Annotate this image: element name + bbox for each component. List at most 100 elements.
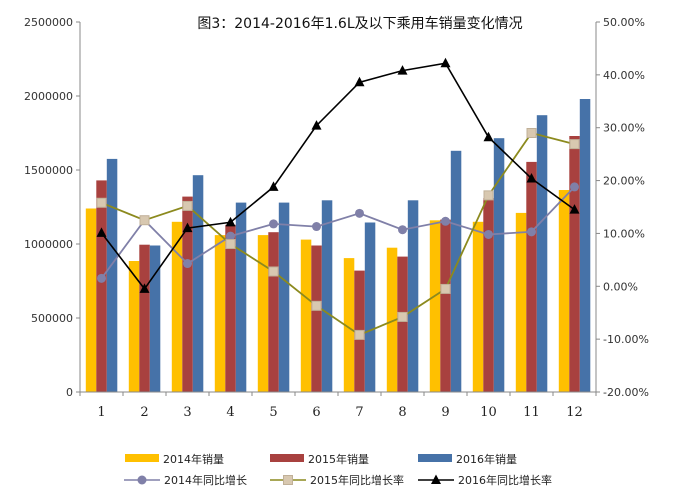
- line-series-3: [100, 62, 575, 291]
- line-point-3-4: [225, 216, 236, 227]
- line-point-3-11: [526, 172, 537, 183]
- bar-1-8: [386, 247, 398, 392]
- bar-1-4: [214, 235, 226, 392]
- x-tick-label: 10: [480, 405, 497, 420]
- line-point-2-1: [96, 197, 107, 208]
- line-point-1-8: [398, 225, 407, 235]
- legend-swatch-bar-1: [125, 454, 159, 462]
- line-point-3-1: [96, 227, 107, 237]
- x-tick-label: 7: [355, 405, 363, 420]
- legend-marker-1: [137, 475, 147, 485]
- y-left-tick-label: 500000: [31, 312, 73, 325]
- x-tick-label: 8: [398, 405, 406, 420]
- legend-swatch-bar-3: [418, 454, 452, 462]
- line-point-2-8: [397, 311, 408, 322]
- bar-3-9: [450, 150, 462, 392]
- bar-3-4: [235, 202, 247, 392]
- legend-label-bar-3: 2016年销量: [456, 452, 517, 466]
- x-tick-label: 11: [523, 405, 540, 420]
- bar-2-9: [440, 219, 451, 392]
- line-point-1-10: [484, 229, 493, 239]
- line-point-1-6: [312, 222, 321, 232]
- bar-1-5: [257, 235, 269, 392]
- line-point-1-4: [226, 231, 235, 241]
- line-point-2-2: [139, 215, 150, 226]
- line-point-2-6: [311, 300, 322, 311]
- bar-3-2: [149, 245, 161, 392]
- x-tick-label: 4: [226, 405, 234, 420]
- bar-1-11: [515, 212, 527, 392]
- legend-swatch-bar-2: [270, 454, 304, 462]
- x-tick-label: 12: [566, 405, 583, 420]
- bar-3-7: [364, 222, 376, 392]
- bar-2-6: [311, 245, 322, 392]
- line-point-2-11: [526, 128, 537, 138]
- x-tick-label: 6: [312, 405, 320, 420]
- bar-2-4: [225, 224, 236, 392]
- line-point-1-7: [355, 208, 364, 218]
- bar-2-5: [268, 232, 279, 392]
- bar-2-1: [96, 180, 107, 392]
- line-point-3-6: [311, 120, 322, 130]
- legend-marker-2: [283, 475, 293, 485]
- bar-2-2: [139, 244, 150, 392]
- line-point-1-5: [269, 219, 278, 229]
- y-left-tick-label: 1500000: [24, 164, 73, 177]
- line-point-3-5: [268, 181, 279, 191]
- bar-1-9: [429, 220, 441, 392]
- bar-1-7: [343, 258, 355, 392]
- line-point-2-10: [483, 190, 494, 201]
- y-right-tick-label: 50.00%: [603, 16, 645, 29]
- bar-2-8: [397, 256, 408, 392]
- y-left-tick-label: 2500000: [24, 16, 73, 29]
- y-left-tick-label: 2000000: [24, 90, 73, 103]
- line-point-2-9: [440, 283, 451, 294]
- y-right-tick-label: 0.00%: [603, 280, 638, 293]
- line-point-1-3: [183, 259, 192, 269]
- y-right-tick-label: 20.00%: [603, 175, 645, 188]
- x-tick-label: 3: [183, 405, 191, 420]
- line-point-1-12: [570, 182, 579, 192]
- y-left-tick-label: 0: [66, 386, 73, 399]
- bar-1-6: [300, 239, 312, 392]
- y-right-tick-label: -10.00%: [603, 333, 649, 346]
- bar-1-12: [558, 190, 570, 392]
- line-point-2-3: [182, 200, 193, 211]
- legend-label-line-2: 2015年同比增长率: [310, 473, 404, 487]
- line-point-2-4: [225, 239, 236, 249]
- line-point-2-5: [268, 266, 279, 277]
- legend-label-line-3: 2016年同比增长率: [458, 473, 552, 487]
- bar-3-8: [407, 200, 419, 392]
- line-point-3-9: [440, 57, 451, 68]
- chart-title: 图3：2014-2016年1.6L及以下乘用车销量变化情况: [197, 15, 522, 32]
- bar-3-10: [493, 138, 505, 392]
- y-right-tick-label: 40.00%: [603, 69, 645, 82]
- line-point-1-11: [527, 227, 536, 237]
- bar-1-1: [85, 208, 97, 392]
- legend-label-bar-2: 2015年销量: [308, 452, 369, 466]
- bar-3-12: [579, 99, 591, 392]
- bar-2-12: [569, 136, 580, 392]
- legend-label-line-1: 2014年同比增长: [164, 473, 247, 487]
- bar-2-11: [526, 161, 537, 392]
- bar-1-3: [171, 221, 183, 392]
- bar-1-10: [472, 221, 484, 392]
- bar-2-10: [483, 198, 494, 392]
- bar-1-2: [128, 261, 140, 392]
- line-point-3-8: [397, 65, 408, 75]
- line-series-2: [101, 131, 575, 336]
- line-point-2-12: [569, 139, 580, 150]
- x-tick-label: 1: [97, 405, 105, 420]
- line-point-3-12: [569, 204, 580, 214]
- bar-2-3: [182, 196, 193, 392]
- bar-3-3: [192, 175, 204, 392]
- bar-3-5: [278, 202, 290, 392]
- legend-marker-3: [431, 474, 441, 484]
- y-right-tick-label: 30.00%: [603, 122, 645, 135]
- y-right-tick-label: -20.00%: [603, 386, 649, 399]
- line-series-1: [100, 186, 576, 279]
- y-left-tick-label: 1000000: [24, 238, 73, 251]
- line-point-1-1: [97, 273, 106, 283]
- line-point-2-7: [354, 329, 365, 340]
